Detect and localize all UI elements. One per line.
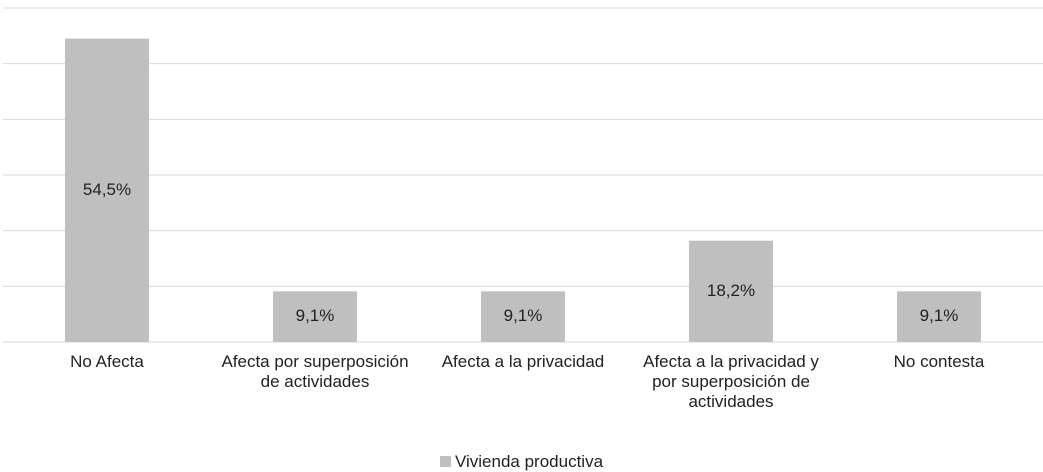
legend: Vivienda productiva <box>0 452 1043 472</box>
data-label: 9,1% <box>504 306 543 325</box>
bar <box>689 240 773 342</box>
data-label: 9,1% <box>920 306 959 325</box>
data-label: 18,2% <box>707 281 755 300</box>
data-label: 9,1% <box>296 306 335 325</box>
bar <box>481 291 565 342</box>
data-label: 54,5% <box>83 180 131 199</box>
bar <box>65 38 149 342</box>
bar <box>897 291 981 342</box>
x-tick-label: Afecta a la privacidad <box>441 352 605 371</box>
x-tick-label: Afecta por superposición de actividades <box>221 352 409 391</box>
bar <box>273 291 357 342</box>
x-tick-label: Afecta a la privacidad y por superposici… <box>643 352 819 411</box>
legend-swatch <box>439 456 451 467</box>
legend-label: Vivienda productiva <box>454 452 604 471</box>
x-tick-label: No Afecta <box>70 352 144 371</box>
x-tick-label: No contesta <box>893 352 985 371</box>
chart: 54,5% 9,1% 9,1% 18,2% 9,1% <box>3 7 1043 343</box>
